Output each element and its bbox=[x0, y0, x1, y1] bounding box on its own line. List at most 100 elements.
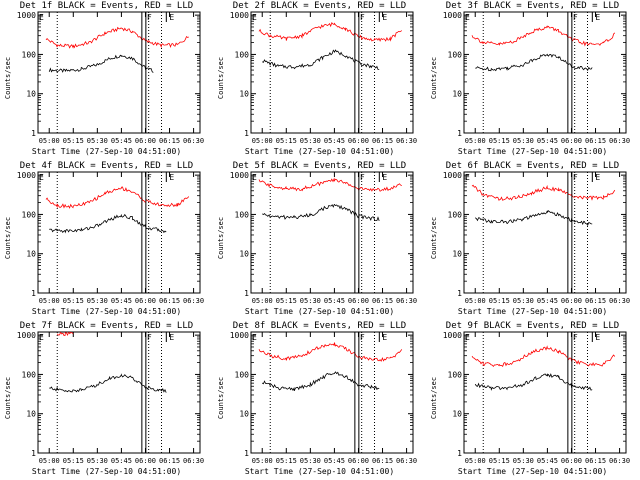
panel-title: Det 6f BLACK = Events, RED = LLD bbox=[445, 161, 620, 171]
series-group bbox=[258, 177, 402, 222]
x-tick-label: 05:30 bbox=[513, 457, 534, 465]
plot-area: 1 10 100 1000 05:00 05:15 05:30 05:45 06:00 06:15… bbox=[17, 171, 204, 305]
series-line bbox=[258, 22, 403, 42]
detector-panel: 1 10 100 1000 05:00 05:15 05:30 05:45 06:00 06:15… bbox=[213, 320, 426, 480]
y-tick-label: 1 bbox=[31, 289, 36, 298]
y-tick-label: 1 bbox=[457, 289, 462, 298]
x-tick-label: 06:30 bbox=[183, 137, 204, 145]
x-tick-label: 05:00 bbox=[465, 137, 486, 145]
x-tick-label: 06:15 bbox=[585, 297, 606, 305]
detector-panel: 1 10 100 1000 05:00 05:15 05:30 05:45 06:00 06:15… bbox=[213, 160, 426, 320]
y-tick-label: 100 bbox=[448, 370, 463, 379]
x-tick-label: 05:00 bbox=[39, 297, 60, 305]
corner-marker-label: E bbox=[465, 173, 470, 182]
y-tick-label: 100 bbox=[22, 370, 37, 379]
x-tick-label: 06:00 bbox=[561, 297, 582, 305]
y-tick-label: 100 bbox=[235, 370, 250, 379]
panel-title: Det 5f BLACK = Events, RED = LLD bbox=[232, 161, 407, 171]
plot-frame bbox=[250, 331, 414, 454]
panel-title: Det 2f BLACK = Events, RED = LLD bbox=[232, 1, 407, 11]
y-tick-label: 100 bbox=[448, 50, 463, 59]
x-tick-label: 05:00 bbox=[465, 457, 486, 465]
x-axis-label: Start Time (27-Sep-10 04:51:00) bbox=[457, 467, 608, 476]
y-tick-label: 1000 bbox=[230, 331, 249, 340]
series-line bbox=[471, 184, 616, 202]
detector-panel: 1 10 100 1000 05:00 05:15 05:30 05:45 06:00 06:15… bbox=[426, 0, 639, 160]
plot-frame bbox=[37, 11, 201, 134]
x-tick-label: 05:00 bbox=[39, 457, 60, 465]
x-tick-label: 06:30 bbox=[609, 457, 630, 465]
marker-label: E bbox=[382, 333, 387, 342]
x-tick-label: 05:30 bbox=[300, 457, 321, 465]
x-tick-label: 05:00 bbox=[252, 297, 273, 305]
corner-marker-label: E bbox=[465, 13, 470, 22]
marker-label: E bbox=[169, 333, 174, 342]
series-group bbox=[45, 186, 190, 234]
detector-panel: 1 10 100 1000 05:00 05:15 05:30 05:45 06:00 06:15… bbox=[0, 320, 213, 480]
plot-frame bbox=[250, 171, 414, 294]
x-tick-label: 05:15 bbox=[489, 137, 510, 145]
x-tick-label: 05:15 bbox=[276, 137, 297, 145]
y-axis-label: Counts/sec bbox=[217, 376, 225, 420]
x-axis-label: Start Time (27-Sep-10 04:51:00) bbox=[457, 307, 608, 316]
x-tick-label: 06:30 bbox=[396, 297, 417, 305]
y-axis-label: Counts/sec bbox=[4, 56, 12, 100]
x-axis-label: Start Time (27-Sep-10 04:51:00) bbox=[244, 147, 395, 156]
y-tick-label: 1 bbox=[457, 449, 462, 458]
marker-label: F bbox=[147, 13, 152, 22]
x-tick-label: 06:30 bbox=[396, 137, 417, 145]
series-line bbox=[261, 203, 380, 222]
y-tick-label: 1000 bbox=[17, 11, 36, 20]
x-tick-label: 06:30 bbox=[183, 457, 204, 465]
series-line bbox=[56, 332, 74, 337]
x-tick-label: 05:45 bbox=[111, 137, 132, 145]
series-group bbox=[258, 342, 403, 392]
corner-marker-label: E bbox=[252, 333, 257, 342]
y-tick-label: 1 bbox=[244, 289, 249, 298]
y-tick-label: 1 bbox=[31, 129, 36, 138]
marker-label: E bbox=[595, 173, 600, 182]
x-tick-label: 06:30 bbox=[609, 297, 630, 305]
y-tick-label: 1000 bbox=[230, 171, 249, 180]
detector-panel: 1 10 100 1000 05:00 05:15 05:30 05:45 06:00 06:15… bbox=[426, 320, 639, 480]
x-tick-label: 05:30 bbox=[87, 297, 108, 305]
series-group bbox=[471, 345, 616, 391]
panel-title: Det 7f BLACK = Events, RED = LLD bbox=[19, 321, 194, 331]
corner-marker-label: E bbox=[39, 333, 44, 342]
series-line bbox=[45, 186, 190, 209]
y-tick-label: 100 bbox=[235, 50, 250, 59]
x-tick-label: 06:15 bbox=[372, 457, 393, 465]
x-tick-label: 06:00 bbox=[135, 297, 156, 305]
y-tick-label: 10 bbox=[239, 90, 249, 99]
y-tick-label: 1 bbox=[244, 449, 249, 458]
plot-area: 1 10 100 1000 05:00 05:15 05:30 05:45 06:00 06:15… bbox=[443, 331, 630, 465]
marker-label: E bbox=[382, 173, 387, 182]
marker-label: E bbox=[595, 333, 600, 342]
marker-label: F bbox=[360, 13, 365, 22]
marker-label: F bbox=[573, 13, 578, 22]
x-tick-label: 05:30 bbox=[300, 297, 321, 305]
x-tick-label: 05:00 bbox=[465, 297, 486, 305]
y-tick-label: 1000 bbox=[17, 331, 36, 340]
x-tick-label: 05:15 bbox=[489, 297, 510, 305]
series-line bbox=[45, 26, 189, 49]
x-tick-label: 05:15 bbox=[489, 457, 510, 465]
y-tick-label: 10 bbox=[452, 250, 462, 259]
x-tick-label: 05:15 bbox=[276, 457, 297, 465]
x-tick-label: 05:45 bbox=[537, 457, 558, 465]
x-tick-label: 05:00 bbox=[252, 457, 273, 465]
y-tick-label: 10 bbox=[26, 90, 36, 99]
marker-label: E bbox=[595, 13, 600, 22]
y-axis-label: Counts/sec bbox=[430, 376, 438, 420]
marker-label: E bbox=[169, 13, 174, 22]
plot-area: 1 10 100 1000 05:00 05:15 05:30 05:45 06:00 06:15… bbox=[443, 11, 630, 145]
y-axis-label: Counts/sec bbox=[217, 216, 225, 260]
x-axis-label: Start Time (27-Sep-10 04:51:00) bbox=[244, 307, 395, 316]
marker-label: F bbox=[573, 333, 578, 342]
y-axis-label: Counts/sec bbox=[430, 216, 438, 260]
x-tick-label: 05:15 bbox=[63, 457, 84, 465]
x-tick-label: 05:15 bbox=[63, 297, 84, 305]
y-tick-label: 10 bbox=[26, 250, 36, 259]
y-axis-label: Counts/sec bbox=[4, 376, 12, 420]
x-tick-label: 06:00 bbox=[561, 457, 582, 465]
